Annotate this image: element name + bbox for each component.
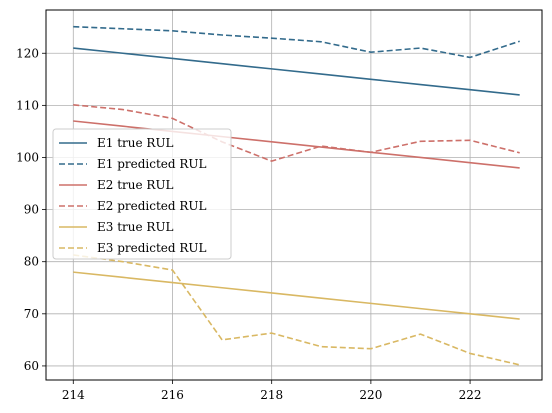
x-tick-label: 222 (459, 388, 482, 402)
x-tick-label: 220 (359, 388, 382, 402)
series-line-5 (73, 271, 520, 320)
y-tick-label: 80 (24, 255, 39, 269)
series-line-2 (73, 25, 520, 59)
legend-label: E3 true RUL (97, 220, 174, 234)
legend: E1 true RUL E1 predicted RUL E2 true RUL E2… (52, 128, 232, 260)
x-tick-label: 218 (260, 388, 283, 402)
plot-frame (45, 9, 543, 381)
legend-box (52, 128, 232, 260)
series-line-4 (73, 104, 520, 162)
legend-label: E2 true RUL (97, 178, 174, 192)
legend-label: E3 predicted RUL (97, 241, 207, 255)
legend-label: E1 true RUL (97, 136, 174, 150)
series-line-1 (73, 47, 520, 96)
series-line-6 (73, 254, 520, 366)
y-tick-label: 120 (16, 46, 39, 60)
y-tick-label: 100 (16, 150, 39, 164)
y-tick-label: 60 (24, 359, 39, 373)
axis-ticks: 214 216 218 220 222 60 70 80 90 100 110 120 (16, 46, 481, 402)
x-tick-label: 216 (161, 388, 184, 402)
legend-label: E2 predicted RUL (97, 199, 207, 213)
y-tick-label: 70 (24, 307, 39, 321)
y-tick-label: 90 (24, 203, 39, 217)
x-tick-label: 214 (62, 388, 85, 402)
y-tick-label: 110 (16, 98, 39, 112)
legend-label: E1 predicted RUL (97, 157, 207, 171)
